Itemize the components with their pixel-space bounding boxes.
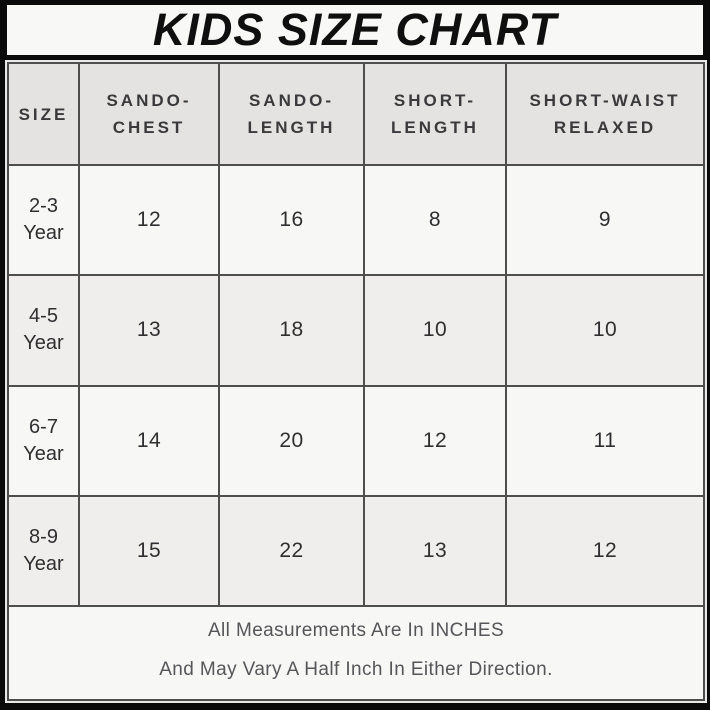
table-header-row: SIZE SANDO- CHEST SANDO- LENGTH SHORT- L… — [7, 62, 705, 166]
col-header-line: SHORT- — [393, 91, 477, 110]
value-short-waist-relaxed: 9 — [505, 163, 705, 277]
size-range: 4-5 — [29, 305, 58, 328]
size-unit: Year — [23, 442, 64, 465]
size-cell: 8-9 Year — [7, 494, 80, 608]
value-short-waist-relaxed: 10 — [505, 274, 705, 387]
size-range: 2-3 — [29, 195, 58, 218]
col-header-short-length: SHORT- LENGTH — [363, 62, 507, 166]
value-short-length: 13 — [363, 494, 507, 608]
size-range: 6-7 — [29, 415, 58, 438]
col-header-sando-chest: SANDO- CHEST — [78, 62, 220, 166]
value-sando-length: 16 — [218, 163, 365, 277]
col-header-line: LENGTH — [247, 118, 336, 137]
col-header-sando-length: SANDO- LENGTH — [218, 62, 365, 166]
value-short-waist-relaxed: 11 — [505, 384, 705, 497]
col-header-line: RELAXED — [553, 118, 657, 137]
value-sando-length: 20 — [218, 384, 365, 497]
value-sando-length: 18 — [218, 274, 365, 387]
col-header-size-label: SIZE — [18, 104, 69, 124]
value-sando-length: 22 — [218, 494, 365, 608]
kids-size-table: SIZE SANDO- CHEST SANDO- LENGTH SHORT- L… — [7, 62, 705, 701]
col-header-line: LENGTH — [391, 118, 479, 137]
chart-title-bar: KIDS SIZE CHART — [7, 5, 703, 55]
size-unit: Year — [23, 222, 64, 245]
value-short-length: 12 — [363, 384, 507, 497]
col-header-size: SIZE — [7, 62, 80, 166]
size-cell: 2-3 Year — [7, 163, 80, 277]
col-header-line: SANDO- — [248, 91, 335, 110]
col-header-short-waist-relaxed: SHORT-WAIST RELAXED — [505, 62, 705, 166]
col-header-line: CHEST — [112, 118, 186, 137]
col-header-line: SHORT-WAIST — [529, 91, 681, 110]
table-row-4-5-year: 4-5 Year 13 18 10 10 — [7, 274, 705, 387]
chart-title: KIDS SIZE CHART — [152, 5, 558, 55]
size-cell: 6-7 Year — [7, 384, 80, 497]
value-sando-chest: 13 — [78, 274, 220, 387]
col-header-line: SANDO- — [106, 91, 192, 110]
measurement-note: All Measurements Are In INCHES And May V… — [7, 605, 705, 701]
value-short-waist-relaxed: 12 — [505, 494, 705, 608]
table-row-8-9-year: 8-9 Year 15 22 13 12 — [7, 494, 705, 608]
size-unit: Year — [23, 332, 64, 355]
size-range: 8-9 — [29, 525, 58, 548]
size-unit: Year — [23, 552, 64, 575]
size-cell: 4-5 Year — [7, 274, 80, 387]
value-sando-chest: 14 — [78, 384, 220, 497]
value-sando-chest: 15 — [78, 494, 220, 608]
value-sando-chest: 12 — [78, 163, 220, 277]
value-short-length: 10 — [363, 274, 507, 387]
table-row-2-3-year: 2-3 Year 12 16 8 9 — [7, 163, 705, 277]
footer-row: All Measurements Are In INCHES And May V… — [7, 605, 705, 701]
measurement-note-line1: All Measurements Are In INCHES — [207, 620, 505, 641]
value-short-length: 8 — [363, 163, 507, 277]
measurement-note-line2: And May Vary A Half Inch In Either Direc… — [159, 659, 553, 680]
table-row-6-7-year: 6-7 Year 14 20 12 11 — [7, 384, 705, 497]
